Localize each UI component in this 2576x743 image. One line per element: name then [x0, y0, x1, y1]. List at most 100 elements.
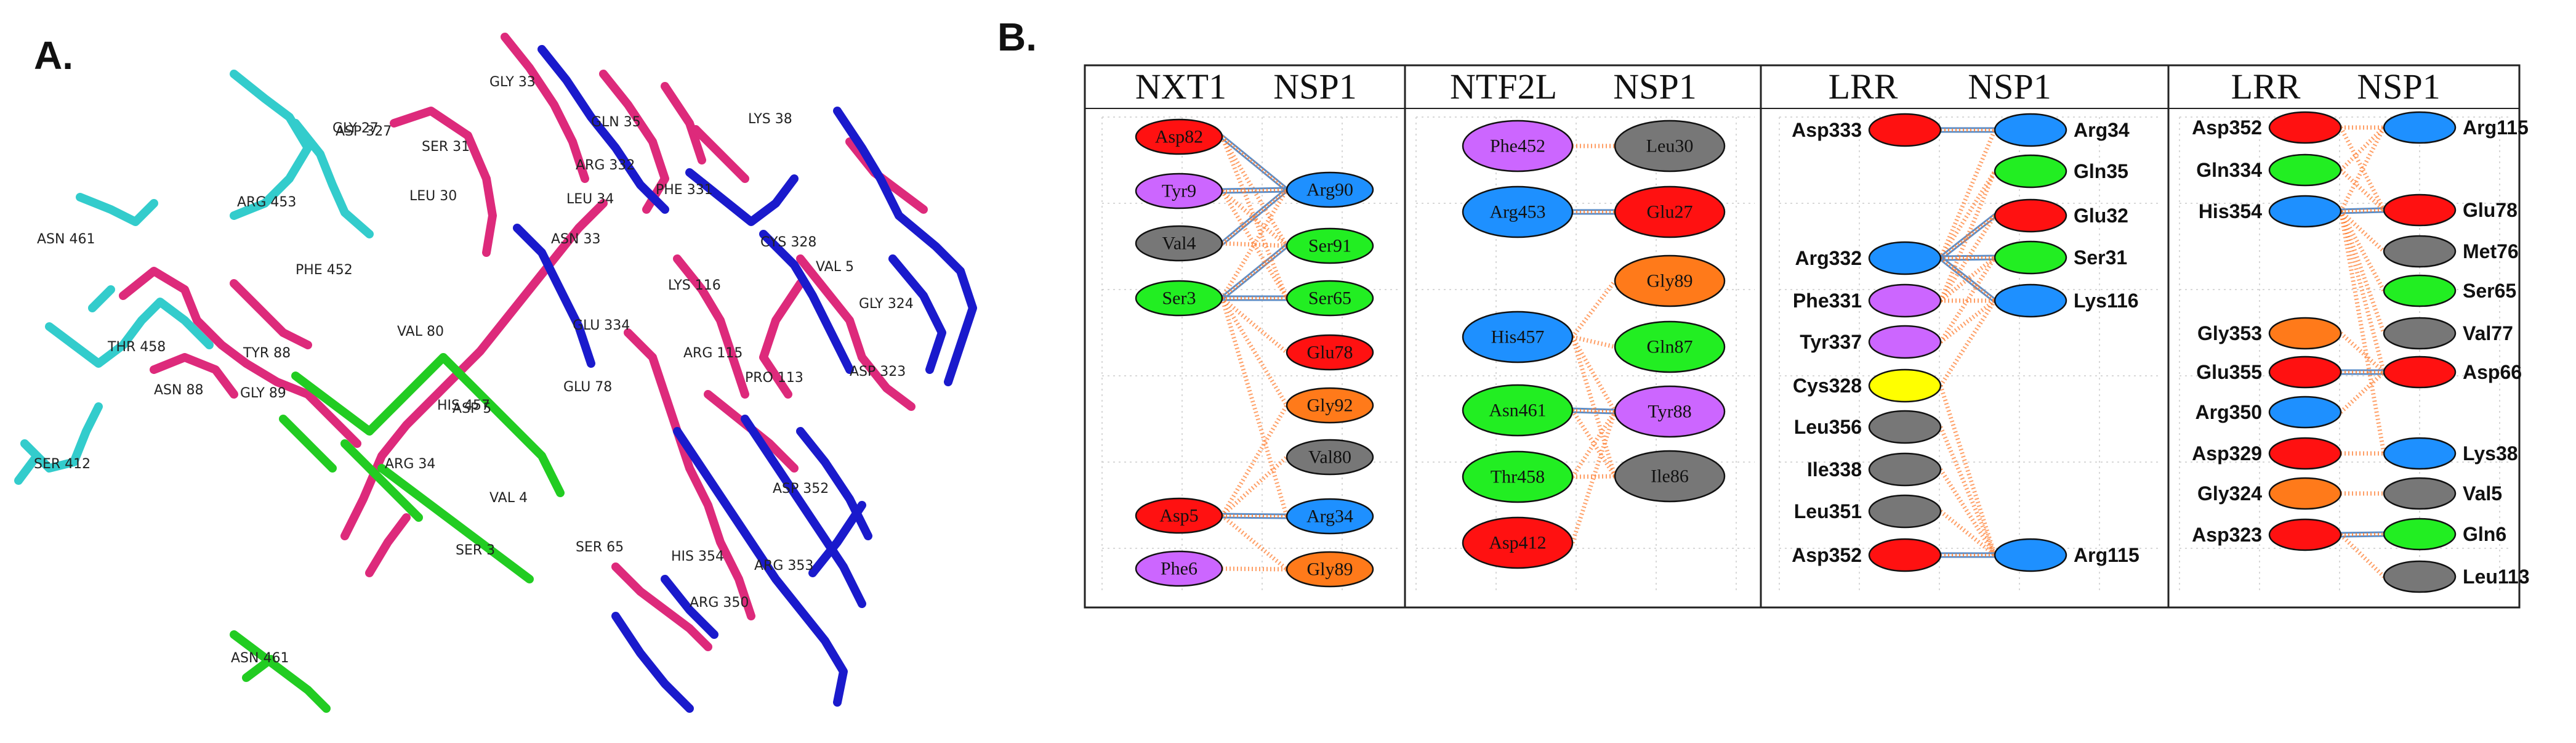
- residue-label: Arg34: [1306, 506, 1353, 527]
- cyan-residue-stick: [88, 285, 115, 312]
- residue-oval: [1614, 254, 1726, 307]
- residue-label: Ser31: [2074, 246, 2127, 269]
- atom-label: CYS 328: [760, 235, 816, 250]
- residue-label: Ser91: [1308, 236, 1351, 256]
- atom-label: PHE 331: [656, 182, 713, 198]
- magenta-residue-stick: [661, 82, 706, 164]
- contact-line: [1220, 190, 1289, 299]
- left-protein-header: NTF2L: [1450, 67, 1557, 107]
- right-residue-node: Glu32: [1994, 198, 2128, 233]
- atom-label: ASP 5: [453, 401, 491, 416]
- right-residue-node: Glu78: [1286, 334, 1374, 371]
- right-residue-node: Met76: [2383, 235, 2519, 268]
- atom-label: LEU 34: [566, 192, 614, 207]
- atom-label: SER 31: [422, 139, 470, 155]
- residue-label: Gln87: [1647, 337, 1693, 357]
- right-residue-node: Asp66: [2383, 355, 2522, 389]
- interaction-links: [2338, 125, 2386, 579]
- residue-oval: [1994, 154, 2067, 189]
- left-residue-node: Phe6: [1135, 550, 1223, 587]
- right-residue-node: Val80: [1286, 439, 1374, 476]
- atom-label: HIS 457: [437, 398, 490, 413]
- atom-label: ASP 352: [773, 481, 829, 497]
- residue-label: Ile86: [1651, 466, 1689, 487]
- hydrogen-bond-line: [1222, 187, 1287, 190]
- residue-label: Arg115: [2074, 544, 2139, 566]
- cyan-residue-stick: [291, 119, 374, 238]
- residue-oval: [1286, 439, 1374, 476]
- residue-label: Ser65: [2463, 280, 2516, 302]
- left-residue-node: Thr458: [1462, 450, 1574, 503]
- residue-oval: [2268, 396, 2342, 429]
- contact-line: [1570, 410, 1617, 544]
- cyan-residue-stick: [230, 70, 312, 220]
- atom-label: PRO 113: [745, 370, 803, 386]
- atom-label: SER 3: [456, 543, 495, 558]
- contact-line: [1221, 245, 1288, 299]
- left-residue-node: Arg350: [2196, 396, 2342, 429]
- contact-line: [1220, 189, 1289, 299]
- residue-label: Asp82: [1155, 127, 1203, 147]
- residue-label: Gln6: [2463, 523, 2506, 545]
- green-residue-stick: [291, 353, 565, 497]
- residue-oval: [1286, 280, 1374, 317]
- cyan-residue-stick: [76, 193, 158, 226]
- contact-line: [2338, 211, 2386, 454]
- atom-label: TYR 88: [243, 346, 291, 361]
- contact-line: [1939, 256, 1997, 302]
- residue-label: Met76: [2463, 240, 2519, 262]
- residue-oval: [1868, 452, 1942, 487]
- residue-oval: [1286, 387, 1374, 424]
- residue-oval: [2383, 111, 2457, 144]
- left-residue-node: Arg453: [1462, 185, 1574, 238]
- residue-label: Val80: [1308, 447, 1351, 468]
- atom-label: ARG 34: [385, 457, 435, 472]
- left-residue-node: Gly324: [2197, 477, 2342, 510]
- residue-oval: [1868, 241, 1942, 275]
- residue-oval: [2383, 193, 2457, 227]
- residue-oval: [1614, 450, 1726, 503]
- residue-label: Gln35: [2074, 160, 2128, 182]
- residue-label: Asp352: [1792, 544, 1862, 566]
- magenta-residue-stick: [501, 33, 589, 183]
- blue-residue-stick: [685, 168, 799, 226]
- residue-oval: [1135, 225, 1223, 262]
- left-protein-header: LRR: [2231, 67, 2301, 107]
- atom-label: LEU 30: [409, 189, 457, 204]
- residue-oval: [1868, 410, 1942, 444]
- right-residue-node: Arg90: [1286, 171, 1374, 208]
- residue-oval: [1286, 334, 1374, 371]
- hydrogen-bond-line: [2340, 535, 2385, 538]
- residue-label: Gln334: [2196, 159, 2262, 181]
- residue-label: Arg332: [1795, 247, 1862, 269]
- residue-oval: [1462, 311, 1574, 363]
- residue-label: Leu351: [1794, 500, 1862, 522]
- residue-oval: [2383, 317, 2457, 350]
- atom-label: GLY 89: [240, 386, 286, 401]
- atom-label: PHE 452: [296, 262, 353, 278]
- residue-label: Gly89: [1307, 559, 1353, 580]
- residue-label: Asp412: [1489, 533, 1546, 553]
- right-protein-header: NSP1: [1613, 67, 1696, 107]
- residue-label: Leu356: [1794, 416, 1862, 438]
- contact-line: [2339, 168, 2386, 212]
- left-residue-node: Val4: [1135, 225, 1223, 262]
- magenta-residue-stick: [150, 353, 238, 399]
- magenta-residue-stick: [611, 562, 712, 651]
- hydrogen-bond-line: [1222, 190, 1287, 194]
- residue-oval: [1868, 283, 1942, 318]
- contact-line: [1938, 170, 1997, 302]
- left-residue-node: Gly353: [2197, 317, 2342, 350]
- left-residue-node: His457: [1462, 311, 1574, 363]
- contact-line: [2339, 331, 2386, 374]
- residue-oval: [2268, 111, 2342, 144]
- residue-oval: [1994, 198, 2067, 233]
- blue-residue-stick: [661, 575, 718, 639]
- residue-label: Asp66: [2463, 361, 2522, 383]
- cyan-residue-stick: [45, 298, 214, 368]
- residue-label: Val4: [1162, 233, 1196, 254]
- residue-label: Asp323: [2192, 524, 2262, 546]
- residue-oval: [1994, 283, 2067, 318]
- residue-oval: [2383, 274, 2457, 307]
- cyan-residue-stick: [20, 402, 103, 473]
